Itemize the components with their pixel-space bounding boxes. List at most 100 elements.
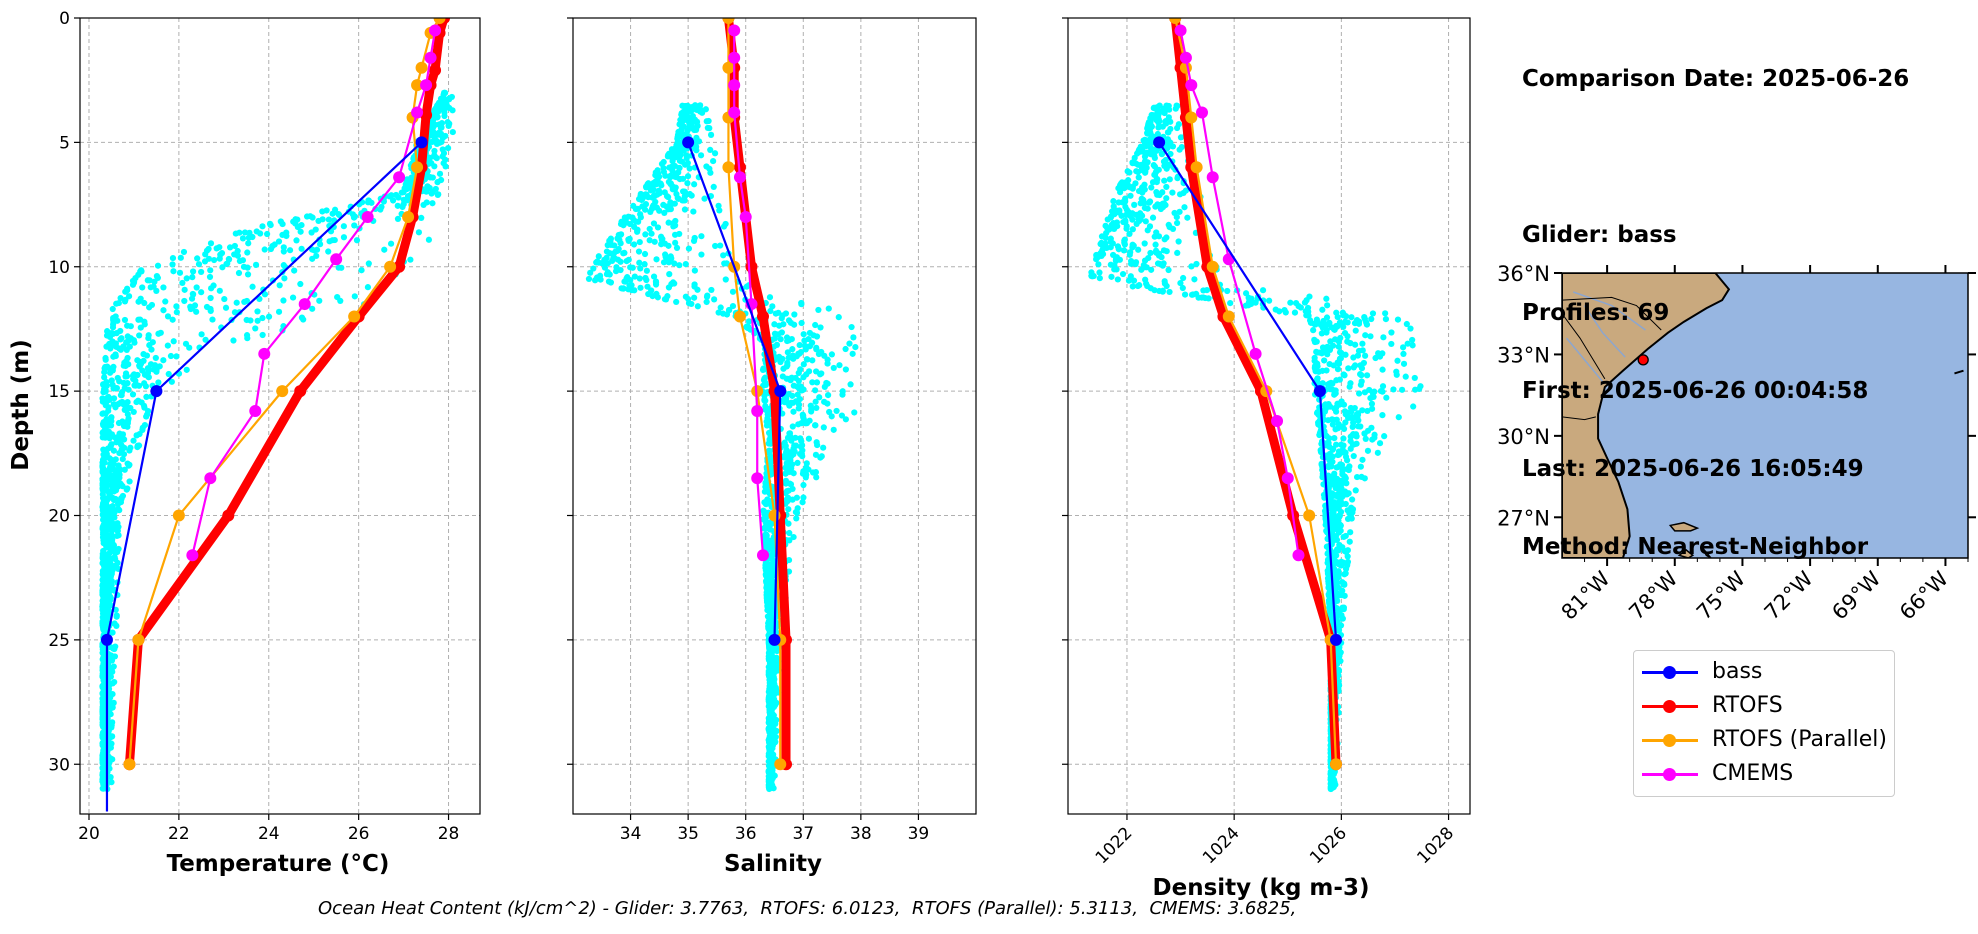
scatter-point xyxy=(800,494,807,501)
scatter-point xyxy=(1347,404,1355,412)
scatter-point xyxy=(351,293,358,300)
series-point-rtofs xyxy=(429,64,442,77)
scatter-point xyxy=(1142,168,1149,175)
scatter-point xyxy=(1345,414,1352,422)
scatter-point xyxy=(767,656,774,663)
scatter-point xyxy=(1144,159,1151,166)
scatter-point xyxy=(1127,249,1134,256)
scatter-point xyxy=(434,102,441,109)
series-line-rtofs xyxy=(1170,18,1341,765)
scatter-point xyxy=(794,391,801,398)
scatter-point xyxy=(676,230,683,238)
scatter-point xyxy=(407,256,414,263)
scatter-point xyxy=(1329,416,1336,423)
scatter-point xyxy=(141,371,149,378)
scatter-point xyxy=(641,250,649,258)
scatter-point xyxy=(662,253,669,261)
scatter-point xyxy=(593,259,600,266)
scatter-point xyxy=(216,287,223,294)
series-point-cmems xyxy=(756,549,769,562)
scatter-point xyxy=(1327,783,1334,790)
scatter-point xyxy=(771,321,778,328)
scatter-point xyxy=(817,324,824,331)
scatter-point xyxy=(1331,435,1338,442)
series-point-bass xyxy=(774,385,787,398)
scatter-point xyxy=(316,241,324,248)
scatter-point xyxy=(431,153,439,160)
scatter-point xyxy=(836,362,843,369)
scatter-point xyxy=(113,622,120,629)
scatter-point xyxy=(711,296,718,303)
scatter-point xyxy=(378,203,385,211)
scatter-point xyxy=(1163,248,1170,255)
scatter-point xyxy=(1176,208,1183,215)
scatter-point xyxy=(1340,435,1347,442)
scatter-point xyxy=(729,302,737,310)
scatter-point xyxy=(236,257,243,265)
scatter-point xyxy=(1337,490,1345,497)
scatter-point xyxy=(1337,461,1344,468)
series-point-cmems xyxy=(1281,472,1294,485)
scatter-point xyxy=(743,283,750,290)
scatter-point xyxy=(1141,240,1148,247)
scatter-point xyxy=(1295,303,1302,310)
scatter-point xyxy=(627,277,634,284)
scatter-point xyxy=(234,252,241,259)
scatter-point xyxy=(802,346,809,353)
first-time: First: 2025-06-26 00:04:58 xyxy=(1522,378,1869,404)
series-point-bass xyxy=(1153,136,1166,149)
scatter-point xyxy=(1317,321,1325,329)
scatter-point xyxy=(403,181,410,188)
scatter-point xyxy=(772,720,779,728)
scatter-point xyxy=(244,264,251,271)
scatter-point xyxy=(130,437,137,444)
series-point-rtofs-parallel xyxy=(411,161,424,174)
scatter-point xyxy=(1323,295,1330,302)
series-point-cmems xyxy=(258,347,271,360)
series-point-cmems xyxy=(1249,347,1262,360)
scatter-point xyxy=(108,537,115,544)
scatter-point xyxy=(786,430,794,437)
scatter-point xyxy=(107,587,114,594)
scatter-point xyxy=(1134,168,1142,176)
scatter-point xyxy=(764,607,771,614)
scatter-point xyxy=(143,393,150,400)
scatter-point xyxy=(198,268,205,276)
scatter-point xyxy=(1145,254,1152,262)
scatter-point xyxy=(1319,474,1326,481)
scatter-point xyxy=(152,354,159,362)
scatter-point xyxy=(104,394,111,402)
scatter-point xyxy=(778,329,785,336)
x-tick-label: 28 xyxy=(438,824,460,844)
scatter-point xyxy=(808,408,815,415)
scatter-point xyxy=(439,134,447,141)
scatter-point xyxy=(1352,327,1359,334)
scatter-point xyxy=(281,275,288,282)
series-point-bass xyxy=(150,385,163,398)
scatter-point xyxy=(707,146,714,153)
scatter-point xyxy=(1382,315,1390,323)
scatter-point xyxy=(654,191,661,198)
series-point-rtofs-parallel xyxy=(402,211,415,223)
scatter-point xyxy=(658,160,666,168)
scatter-point xyxy=(745,318,753,325)
scatter-point xyxy=(319,208,326,215)
scatter-point xyxy=(423,188,430,195)
scatter-point xyxy=(791,448,798,455)
scatter-point xyxy=(143,352,151,359)
scatter-point xyxy=(765,768,772,775)
scatter-point xyxy=(636,238,643,246)
scatter-point xyxy=(1161,280,1169,287)
scatter-point xyxy=(778,315,785,322)
scatter-point xyxy=(1400,360,1408,367)
river xyxy=(1565,337,1604,383)
series-point-cmems xyxy=(249,405,262,418)
scatter-point xyxy=(767,665,774,672)
scatter-point xyxy=(813,404,820,412)
scatter-point xyxy=(243,297,250,305)
scatter-point xyxy=(101,557,108,565)
series-point-bass xyxy=(1330,633,1342,646)
scatter-point xyxy=(100,446,107,453)
series-point-cmems xyxy=(330,253,343,266)
scatter-point xyxy=(103,543,110,550)
